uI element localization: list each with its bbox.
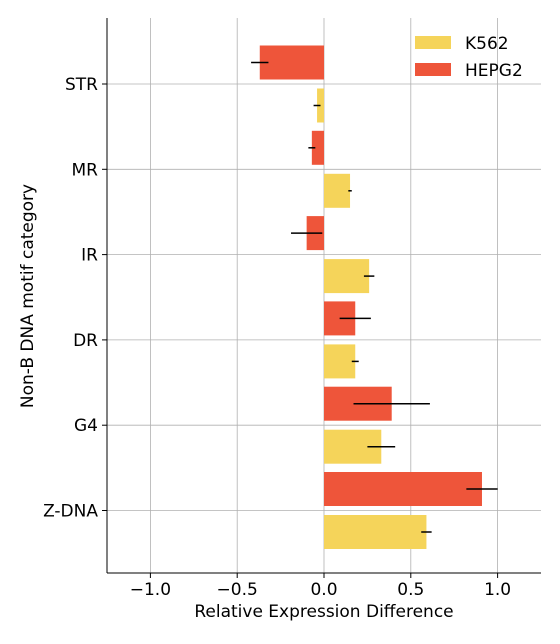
x-tick-label-0: −1.0 — [130, 580, 171, 600]
bar-hepg2-str — [259, 45, 324, 80]
x-tick-label-3: 0.5 — [397, 580, 424, 600]
x-axis-label: Relative Expression Difference — [194, 602, 453, 622]
x-tick-label-1: −0.5 — [217, 580, 258, 600]
legend-swatch-hepg2 — [415, 63, 451, 76]
y-tick-label-ir: IR — [81, 246, 98, 266]
legend: K562 HEPG2 — [415, 34, 523, 81]
y-tick-label-g4: G4 — [74, 416, 98, 436]
legend-swatch-k562 — [415, 36, 451, 49]
y-tick-label-z-dna: Z-DNA — [43, 502, 98, 522]
x-tick-label-2: 0.0 — [310, 580, 337, 600]
bar-k562-z-dna — [324, 515, 427, 549]
y-axis-label: Non-B DNA motif category — [18, 184, 38, 408]
legend-label-hepg2: HEPG2 — [465, 61, 523, 81]
ticks-layer: −1.0 −0.5 0.0 0.5 1.0 STR MR IR DR G4 Z-DNA — [43, 75, 511, 600]
bar-hepg2-mr — [311, 130, 324, 165]
y-tick-label-str: STR — [65, 75, 98, 95]
bars-layer — [259, 45, 482, 549]
legend-label-k562: K562 — [465, 34, 509, 54]
x-tick-label-4: 1.0 — [484, 580, 511, 600]
y-tick-label-dr: DR — [73, 331, 98, 351]
error-bars-layer — [251, 61, 498, 533]
bar-k562-dr — [324, 344, 356, 379]
y-tick-label-mr: MR — [72, 160, 99, 180]
bar-k562-ir — [324, 259, 370, 294]
bar-k562-mr — [324, 173, 351, 208]
bar-hepg2-z-dna — [324, 472, 482, 506]
